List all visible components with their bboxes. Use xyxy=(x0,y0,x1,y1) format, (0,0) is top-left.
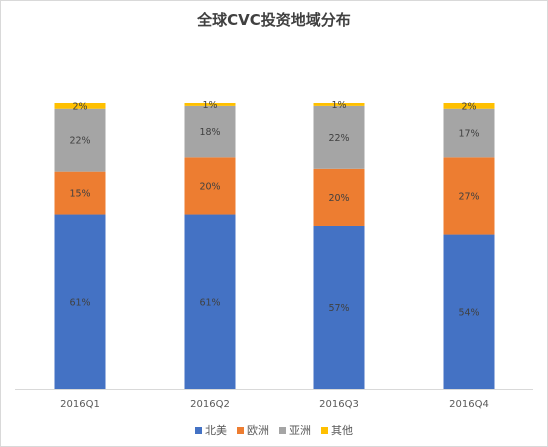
bar-2016Q2-欧洲 xyxy=(184,157,236,215)
legend-label: 欧洲 xyxy=(247,424,269,437)
data-label-2016Q1-北美: 61% xyxy=(69,297,90,308)
x-tick-label: 2016Q4 xyxy=(449,399,489,410)
bar-2016Q4-其他 xyxy=(443,103,495,109)
data-label-2016Q3-北美: 57% xyxy=(328,303,349,314)
bar-2016Q1-欧洲 xyxy=(54,171,106,215)
data-label-2016Q2-欧洲: 20% xyxy=(199,181,220,192)
legend-item: 欧洲 xyxy=(237,422,269,438)
bar-2016Q3-欧洲 xyxy=(313,168,365,226)
data-label-2016Q3-欧洲: 20% xyxy=(328,193,349,204)
legend-swatch xyxy=(321,427,328,434)
bar-2016Q3-亚洲 xyxy=(313,105,365,169)
bar-2016Q4-欧洲 xyxy=(443,157,495,235)
bar-2016Q3-北美 xyxy=(313,225,365,389)
bar-2016Q1-其他 xyxy=(54,103,106,109)
data-label-2016Q2-其他: 1% xyxy=(202,100,217,111)
bar-2016Q2-其他 xyxy=(184,103,236,106)
data-label-2016Q1-欧洲: 15% xyxy=(69,189,90,200)
bar-2016Q2-北美 xyxy=(184,214,236,389)
bar-2016Q1-亚洲 xyxy=(54,108,106,172)
data-label-2016Q3-其他: 1% xyxy=(331,100,346,111)
bar-2016Q1-北美 xyxy=(54,214,106,389)
legend-label: 北美 xyxy=(205,424,227,437)
bar-2016Q3-其他 xyxy=(313,103,365,106)
bar-2016Q4-北美 xyxy=(443,234,495,389)
legend-label: 其他 xyxy=(331,424,353,437)
data-label-2016Q4-北美: 54% xyxy=(458,307,479,318)
data-label-2016Q4-欧洲: 27% xyxy=(458,191,479,202)
bar-2016Q4-亚洲 xyxy=(443,108,495,158)
x-tick-label: 2016Q1 xyxy=(60,399,100,410)
data-label-2016Q4-其他: 2% xyxy=(461,101,476,112)
legend-swatch xyxy=(195,427,202,434)
chart-title: 全球CVC投资地域分布 xyxy=(197,11,351,29)
legend: 北美 欧洲 亚洲 其他 xyxy=(1,422,547,438)
legend-item: 北美 xyxy=(195,422,227,438)
data-label-2016Q1-亚洲: 22% xyxy=(69,136,90,147)
legend-label: 亚洲 xyxy=(289,424,311,437)
legend-item: 其他 xyxy=(321,422,353,438)
legend-swatch xyxy=(237,427,244,434)
data-label-2016Q1-其他: 2% xyxy=(72,101,87,112)
legend-item: 亚洲 xyxy=(279,422,311,438)
x-tick-label: 2016Q2 xyxy=(190,399,230,410)
data-label-2016Q2-亚洲: 18% xyxy=(199,127,220,138)
x-tick-label: 2016Q3 xyxy=(319,399,359,410)
legend-swatch xyxy=(279,427,286,434)
bar-2016Q2-亚洲 xyxy=(184,105,236,158)
data-label-2016Q4-亚洲: 17% xyxy=(458,129,479,140)
data-label-2016Q3-亚洲: 22% xyxy=(328,133,349,144)
data-label-2016Q2-北美: 61% xyxy=(199,297,220,308)
